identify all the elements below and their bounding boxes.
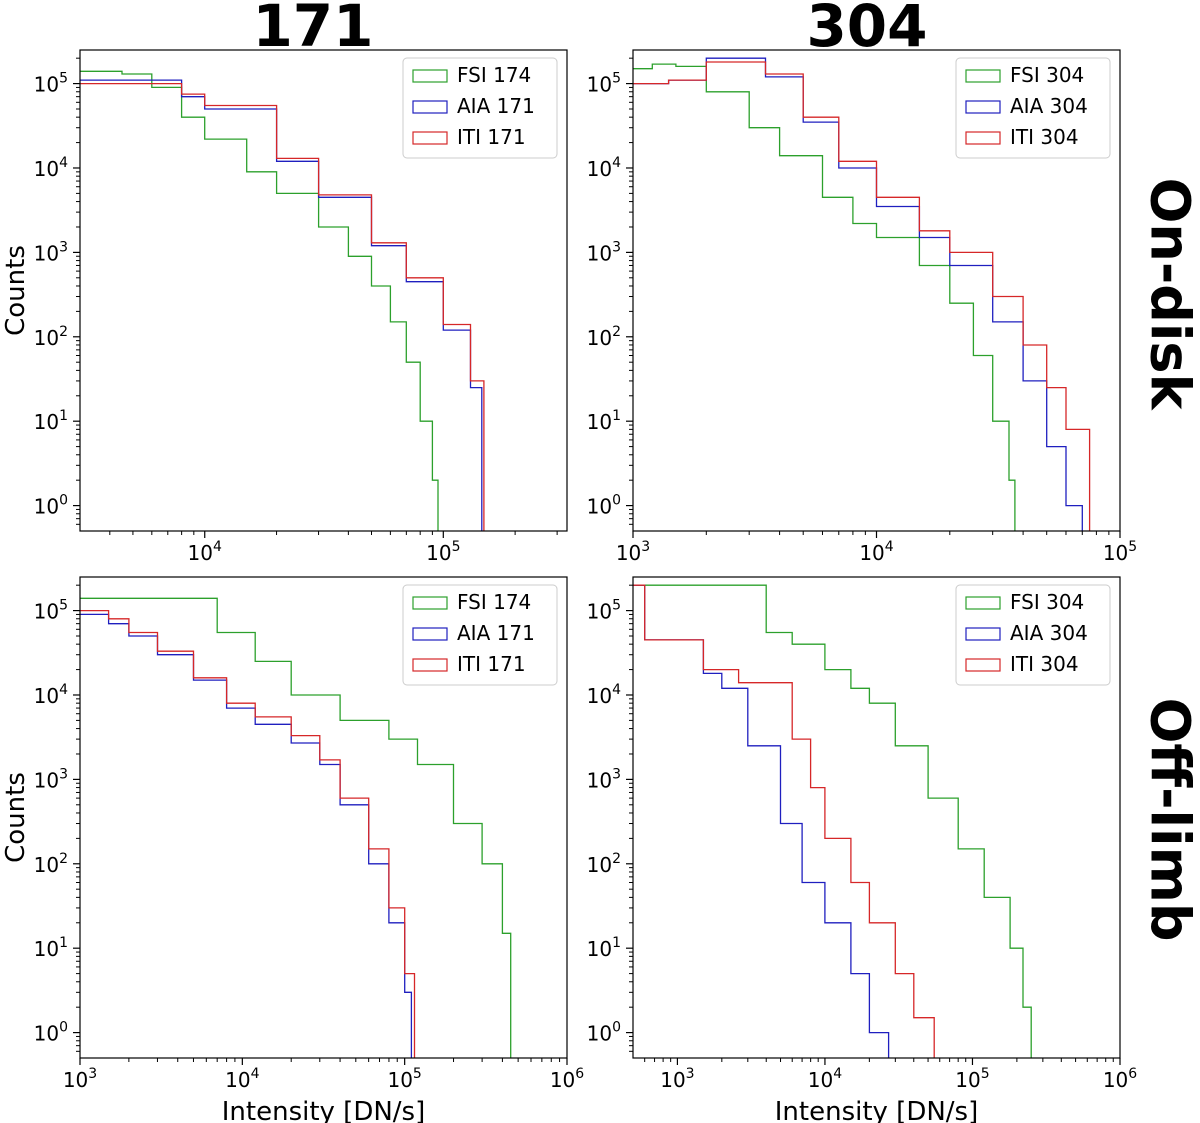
legend-box	[955, 584, 1111, 686]
y-tick-label: 103	[587, 239, 621, 265]
legend-swatch	[965, 627, 1001, 641]
legend-label: FSI 174	[457, 590, 531, 614]
legend-swatch	[412, 69, 448, 83]
y-tick-label: 102	[587, 851, 621, 877]
legend-label: ITI 171	[457, 652, 526, 676]
series-fsi-174	[80, 70, 439, 531]
series-iti-171	[80, 609, 416, 1058]
plot-frame	[79, 576, 568, 1059]
series-aia-304	[633, 584, 890, 1058]
series-aia-304	[633, 57, 1083, 531]
x-tick-label: 103	[660, 1066, 694, 1092]
plot-frame	[632, 576, 1121, 1059]
legend-label: FSI 304	[1010, 590, 1084, 614]
series-fsi-304	[633, 584, 1032, 1058]
y-tick-label: 101	[587, 935, 621, 961]
x-tick-label: 104	[808, 1066, 842, 1092]
legend-swatch	[412, 658, 448, 672]
x-tick-label: 104	[188, 539, 222, 565]
x-tick-label: 103	[616, 539, 650, 565]
legend-swatch	[412, 627, 448, 641]
y-tick-label: 105	[587, 71, 621, 97]
x-tick-label: 106	[550, 1066, 584, 1092]
y-tick-label: 101	[34, 935, 68, 961]
series-iti-304	[633, 61, 1091, 531]
plot-frame	[79, 49, 568, 532]
x-tick-label: 105	[1103, 539, 1137, 565]
y-tick-label: 105	[587, 598, 621, 624]
y-tick-label: 100	[34, 493, 68, 519]
y-tick-label: 103	[34, 766, 68, 792]
y-tick-label: 103	[34, 239, 68, 265]
legend-label: AIA 171	[457, 621, 535, 645]
x-axis-label: Intensity [DN/s]	[775, 1097, 979, 1123]
legend-swatch	[412, 100, 448, 114]
x-tick-label: 105	[955, 1066, 989, 1092]
x-axis-label: Intensity [DN/s]	[222, 1097, 426, 1123]
y-tick-label: 102	[34, 851, 68, 877]
y-tick-label: 104	[587, 155, 621, 181]
legend-label: ITI 304	[1010, 652, 1079, 676]
y-tick-label: 104	[587, 682, 621, 708]
legend-label: AIA 304	[1010, 621, 1088, 645]
legend-label: AIA 304	[1010, 94, 1088, 118]
y-tick-label: 104	[34, 155, 68, 181]
y-tick-label: 105	[34, 71, 68, 97]
legend-box	[402, 584, 558, 686]
series-aia-171	[80, 79, 483, 531]
panel-1: 104 105 100 101 102 103 104 105 FSI 174 AIA 171 IT…	[1, 49, 568, 565]
legend-label: ITI 304	[1010, 125, 1079, 149]
y-tick-label: 102	[587, 324, 621, 350]
x-tick-label: 106	[1103, 1066, 1137, 1092]
y-tick-label: 105	[34, 598, 68, 624]
legend-swatch	[965, 100, 1001, 114]
x-tick-label: 103	[63, 1066, 97, 1092]
y-tick-label: 100	[587, 493, 621, 519]
legend-swatch	[965, 69, 1001, 83]
legend: FSI 304 AIA 304 ITI 304	[955, 57, 1111, 159]
plot-frame	[632, 49, 1121, 532]
y-tick-label: 103	[587, 766, 621, 792]
legend-swatch	[965, 131, 1001, 145]
y-tick-label: 102	[34, 324, 68, 350]
legend-swatch	[965, 596, 1001, 610]
series-iti-304	[633, 584, 935, 1058]
x-tick-label: 105	[387, 1066, 421, 1092]
y-tick-label: 100	[587, 1020, 621, 1046]
legend-swatch	[412, 131, 448, 145]
y-tick-label: 101	[587, 408, 621, 434]
legend-swatch	[965, 658, 1001, 672]
series-iti-171	[80, 82, 485, 531]
series-fsi-174	[80, 597, 512, 1058]
legend-box	[402, 57, 558, 159]
panel-3: 103 104 105 106 100 101 102 103 104 105 FSI 174 AIA…	[1, 576, 584, 1123]
legend-box	[955, 57, 1111, 159]
legend: FSI 174 AIA 171 ITI 171	[402, 57, 558, 159]
y-axis-label: Counts	[1, 245, 31, 336]
legend-label: ITI 171	[457, 125, 526, 149]
x-tick-label: 104	[225, 1066, 259, 1092]
panel-2: 103 104 105 100 101 102 103 104 105 FSI 304 AIA 30…	[587, 49, 1137, 565]
y-tick-label: 101	[34, 408, 68, 434]
panel-4: 103 104 105 106 100 101 102 103 104 105 FSI 304 AIA…	[587, 576, 1137, 1123]
legend: FSI 174 AIA 171 ITI 171	[402, 584, 558, 686]
series-fsi-304	[633, 63, 1016, 531]
legend-swatch	[412, 596, 448, 610]
legend-label: AIA 171	[457, 94, 535, 118]
series-aia-171	[80, 613, 413, 1058]
x-tick-label: 104	[859, 539, 893, 565]
y-tick-label: 100	[34, 1020, 68, 1046]
y-tick-label: 104	[34, 682, 68, 708]
y-axis-label: Counts	[1, 772, 31, 863]
legend-label: FSI 304	[1010, 63, 1084, 87]
legend: FSI 304 AIA 304 ITI 304	[955, 584, 1111, 686]
x-tick-label: 105	[426, 539, 460, 565]
legend-label: FSI 174	[457, 63, 531, 87]
